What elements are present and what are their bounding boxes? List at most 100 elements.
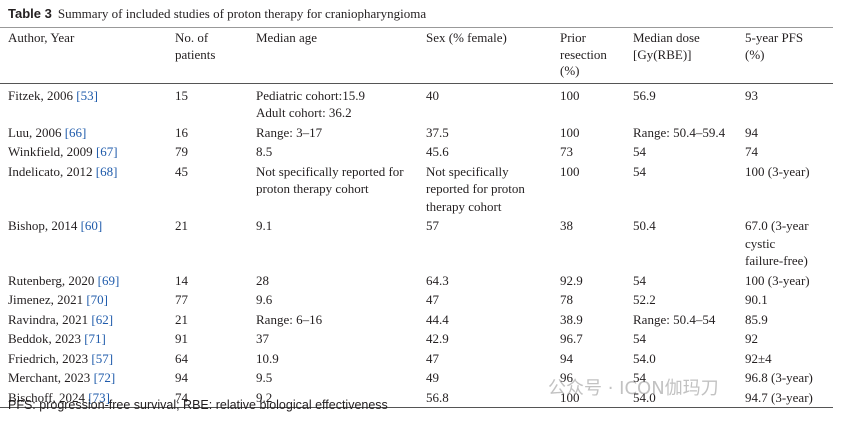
table-cell: 40 xyxy=(426,83,560,123)
cell-text: 100 xyxy=(560,87,580,103)
cell-text: 10.9 xyxy=(256,350,279,366)
cell-text: 9.6 xyxy=(256,292,273,307)
cell-text: Range: 3–17 xyxy=(256,124,323,140)
table-label: Table 3 xyxy=(8,6,52,21)
cell-text: Range: 50.4–59.4 xyxy=(633,124,726,140)
cell-text: 96.7 xyxy=(560,331,583,346)
table-cell: 21 xyxy=(175,216,256,271)
cell-text: 54.0 xyxy=(633,389,656,405)
cell-text: 78 xyxy=(560,292,573,307)
table-row: Beddok, 2023 [71] 91 37 42.9 96.7 54 92 xyxy=(0,329,833,349)
reference: [62] xyxy=(91,311,114,327)
header-line: patients xyxy=(175,46,216,62)
table-cell: 54.0 xyxy=(633,388,745,408)
author: Winkfield, 2009 xyxy=(8,144,93,159)
header-text: Author, Year xyxy=(8,30,75,45)
reference: [70] xyxy=(86,292,109,307)
cell-line: therapy cohort xyxy=(426,198,502,214)
reference: [67] xyxy=(95,144,118,159)
cell-text: 42.9 xyxy=(426,331,449,346)
table-cell: 38.9 xyxy=(560,310,633,330)
table-cell: 9.2 xyxy=(256,388,426,408)
cell-line: Not specifically reported for xyxy=(256,163,404,179)
table-cell: Range: 50.4–54 xyxy=(633,310,745,330)
table-cell: 47 xyxy=(426,290,560,310)
table-row: Ravindra, 2021 [62] 21 Range: 6–16 44.4 38.9… xyxy=(0,310,833,330)
table-cell: Winkfield, 2009 [67] xyxy=(0,142,175,162)
table-cell: 90.1 xyxy=(745,290,833,310)
cell-text: Range: 6–16 xyxy=(256,311,323,327)
table-cell: 94 xyxy=(745,123,833,143)
cell-text: 54 xyxy=(633,163,646,179)
table-row: Winkfield, 2009 [67] 79 8.5 45.6 73 54 74 xyxy=(0,142,833,162)
header-text: Median age xyxy=(256,30,318,45)
header-text: Sex (% female) xyxy=(426,30,507,45)
table-cell: Jimenez, 2021 [70] xyxy=(0,290,175,310)
reference: [57] xyxy=(91,350,114,366)
cell-text: 100 (3-year) xyxy=(745,272,810,288)
table-cell: 45 xyxy=(175,162,256,217)
table-cell: Not specifically reported for proton ther… xyxy=(256,162,426,217)
header-cell: Prior resection (%) xyxy=(560,28,633,84)
table-cell: 37 xyxy=(256,329,426,349)
author: Bischoff, 2024 xyxy=(8,389,86,405)
cell-text: 45 xyxy=(175,163,188,179)
table-cell: 79 xyxy=(175,142,256,162)
cell-text: 49 xyxy=(426,370,439,385)
author: Fitzek, 2006 xyxy=(8,87,73,103)
table-cell: 67.0 (3-year cystic failure-free) xyxy=(745,216,833,271)
table-cell: Pediatric cohort:15.9 Adult cohort: 36.2 xyxy=(256,83,426,123)
table-cell: 74 xyxy=(175,388,256,408)
table-body: Fitzek, 2006 [53] 15 Pediatric cohort:15.9… xyxy=(0,83,833,408)
table-cell: 9.1 xyxy=(256,216,426,271)
header-line: (%) xyxy=(745,46,765,62)
cell-text: 37 xyxy=(256,331,269,346)
table-cell: 52.2 xyxy=(633,290,745,310)
table-cell: 94.7 (3-year) xyxy=(745,388,833,408)
author: Indelicato, 2012 xyxy=(8,163,93,179)
cell-text: 92 xyxy=(745,331,758,346)
cell-text: 54 xyxy=(633,144,646,159)
header-line: Median dose xyxy=(633,30,700,45)
table-cell: 85.9 xyxy=(745,310,833,330)
table-cell: 10.9 xyxy=(256,349,426,369)
table-cell: 54 xyxy=(633,162,745,217)
author: Bishop, 2014 xyxy=(8,218,78,233)
header-cell: Sex (% female) xyxy=(426,28,560,84)
table-cell: 64.3 xyxy=(426,271,560,291)
cell-line: 67.0 (3-year xyxy=(745,218,809,233)
cell-text: 100 xyxy=(560,163,580,179)
caption: Table 3 Summary of included studies of pr… xyxy=(8,6,426,22)
table-cell: Beddok, 2023 [71] xyxy=(0,329,175,349)
cell-text: 56.9 xyxy=(633,87,656,103)
cell-text: 73 xyxy=(560,144,573,159)
table-cell: 92 xyxy=(745,329,833,349)
cell-text: 64 xyxy=(175,350,188,366)
cell-text: 28 xyxy=(256,272,269,288)
header-cell: Median age xyxy=(256,28,426,84)
table-cell: 54 xyxy=(633,271,745,291)
cell-text: 37.5 xyxy=(426,124,449,140)
table-cell: Indelicato, 2012 [68] xyxy=(0,162,175,217)
table-cell: Bischoff, 2024 [73] xyxy=(0,388,175,408)
table-cell: 74 xyxy=(745,142,833,162)
table-header: Author, Year No. of patients Median age Sex … xyxy=(0,27,833,84)
cell-text: 47 xyxy=(426,350,439,366)
table-row: Luu, 2006 [66] 16 Range: 3–17 37.5 100 Range:… xyxy=(0,123,833,143)
cell-text: 74 xyxy=(175,389,188,405)
table-cell: 56.9 xyxy=(633,83,745,123)
cell-text: 100 xyxy=(560,389,580,405)
header-cell: Median dose [Gy(RBE)] xyxy=(633,28,745,84)
cell-text: 100 xyxy=(560,124,580,140)
cell-text: 56.8 xyxy=(426,389,449,405)
table-cell: 100 xyxy=(560,83,633,123)
cell-text: 94.7 (3-year) xyxy=(745,389,813,405)
table-cell: 96.8 (3-year) xyxy=(745,368,833,388)
table-cell: 100 xyxy=(560,162,633,217)
table-cell: 14 xyxy=(175,271,256,291)
author: Ravindra, 2021 xyxy=(8,311,89,327)
reference: [53] xyxy=(76,87,98,103)
table-row: Merchant, 2023 [72] 94 9.5 49 96 54 96.8 (3-ye… xyxy=(0,368,833,388)
header-line: resection xyxy=(560,46,607,62)
cell-text: 91 xyxy=(175,331,188,346)
